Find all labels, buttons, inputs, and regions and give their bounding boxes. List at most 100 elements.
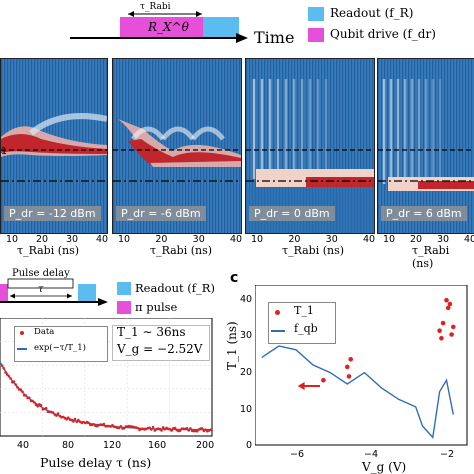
data-point — [67, 416, 70, 419]
b-xtick-40: 40 — [17, 440, 30, 451]
t1-point — [444, 297, 449, 303]
data-point — [122, 426, 126, 430]
data-point — [16, 385, 19, 389]
panel-c-label: c — [230, 270, 239, 286]
t1-point — [321, 377, 326, 383]
data-point — [92, 423, 95, 426]
data-point — [195, 429, 199, 433]
b-xtick-80: 80 — [62, 440, 75, 451]
data-point — [117, 426, 121, 430]
c-ytick-20: 20 — [240, 367, 253, 378]
b-annotation-vg: V_g = −2.52V — [117, 342, 203, 356]
rabi-xlabel-1: τ_Rabi (ns) — [17, 244, 80, 257]
data-point — [173, 426, 177, 430]
rabi-heatmap-2 — [112, 58, 242, 234]
c-xtick-2: −2 — [440, 449, 455, 460]
rabi-power-label-2: P_dr = -6 dBm — [116, 206, 206, 221]
data-point — [170, 429, 173, 432]
b-legend-fit-line — [17, 348, 27, 350]
data-point — [9, 377, 12, 380]
left-tick-fragment: 1 — [1, 146, 8, 157]
data-point — [7, 375, 11, 378]
data-point — [34, 403, 38, 406]
pi-pulse-block — [0, 284, 8, 302]
rabi-xtick-2-20: 20 — [155, 234, 168, 245]
data-point — [0, 364, 4, 367]
rabi-power-label-4: P_dr = 6 dBm — [381, 206, 467, 221]
top-schematic — [70, 7, 324, 43]
legend-readout-label: Readout (f_R) — [330, 6, 414, 20]
t1-point — [447, 301, 453, 307]
b-legend-data-marker — [20, 331, 24, 335]
c-legend-t1-marker — [275, 310, 280, 315]
data-point — [161, 426, 165, 429]
rabi-xtick-1-40: 40 — [96, 234, 109, 245]
data-point — [160, 429, 163, 432]
rabi-xtick-3-40: 40 — [363, 234, 376, 245]
data-point — [55, 414, 58, 417]
data-point — [31, 399, 34, 403]
t1-point — [437, 328, 442, 333]
rabi-xtick-3-10: 10 — [251, 234, 264, 245]
readout-block — [78, 284, 96, 302]
rabi-xtick-1-10: 10 — [6, 234, 19, 245]
time-label: Time — [254, 28, 295, 47]
data-point — [14, 383, 17, 386]
data-point — [5, 373, 9, 376]
c-legend-fqb-label: f_qb — [294, 322, 318, 335]
data-point — [151, 425, 155, 429]
data-point — [73, 417, 77, 421]
rabi-xtick-4-40: 40 — [464, 234, 474, 245]
legend-drive-swatch — [308, 28, 324, 42]
b-legend-pi-label: π pulse — [135, 300, 178, 314]
data-point — [56, 412, 60, 415]
data-point — [51, 411, 55, 414]
data-point — [12, 380, 16, 383]
data-point — [72, 420, 75, 423]
c-xtick-4: −4 — [364, 449, 379, 460]
data-point — [24, 394, 28, 397]
c-ytick-0: 0 — [246, 440, 253, 451]
panel-b-schematic — [0, 278, 131, 314]
data-point — [4, 371, 7, 374]
data-point — [178, 429, 182, 432]
data-point — [36, 404, 39, 408]
rabi-xtick-3-30: 30 — [325, 234, 338, 245]
data-point — [209, 428, 212, 432]
rabi-xtick-2-40: 40 — [230, 234, 243, 245]
arrow-head — [297, 381, 305, 390]
b-legend-data-label: Data — [34, 327, 55, 337]
data-point — [33, 401, 36, 404]
qubit-drive-pulse — [120, 17, 203, 38]
gate-label: R_X^θ — [148, 20, 189, 34]
c-ytick-30: 30 — [240, 330, 253, 341]
data-point — [19, 388, 23, 391]
data-point — [204, 428, 207, 431]
rabi-power-label-1: P_dr = -12 dBm — [4, 206, 101, 221]
c-xtick-6: −6 — [290, 449, 305, 460]
time-axis-arrow — [236, 33, 248, 43]
pulse-delay-label: Pulse delay — [12, 268, 70, 279]
rabi-xlabel-4: τ_Rabi (ns) — [412, 244, 450, 270]
data-point — [102, 422, 106, 426]
data-point — [148, 426, 151, 430]
b-xtick-200: 200 — [196, 440, 215, 451]
rabi-xtick-3-20: 20 — [288, 234, 301, 245]
t1-point — [440, 320, 446, 326]
c-xlabel: V_g (V) — [362, 460, 407, 474]
t1-point — [346, 374, 352, 379]
data-point — [136, 426, 140, 430]
b-annotation-box — [112, 325, 210, 361]
data-point — [87, 421, 90, 425]
data-point — [189, 427, 192, 430]
t1-point — [345, 364, 350, 370]
c-legend-fqb-line — [271, 330, 285, 332]
fqb-curve — [261, 345, 454, 439]
t1-point — [449, 332, 454, 337]
c-ytick-10: 10 — [240, 404, 253, 415]
b-legend-fit-label: exp(−τ/T_1) — [34, 343, 86, 353]
data-point — [150, 428, 153, 431]
b-legend-readout-label: Readout (f_R) — [135, 281, 215, 295]
legend-drive-label: Qubit drive (f_dr) — [330, 27, 436, 41]
rabi-heatmap-4 — [377, 58, 474, 234]
